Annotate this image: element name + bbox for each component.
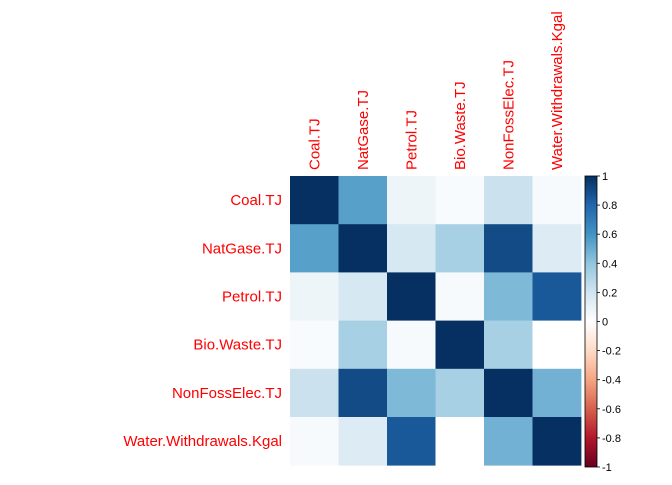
heatmap-cell: [532, 224, 582, 273]
row-label: NatGase.TJ: [202, 240, 282, 257]
column-label: Coal.TJ: [306, 118, 323, 170]
heatmap-cell: [290, 368, 339, 418]
color-scale-tick-label: -1: [602, 462, 612, 474]
color-scale-tick-label: -0.4: [602, 375, 621, 387]
heatmap-cell: [532, 272, 582, 321]
heatmap-cell: [532, 368, 582, 418]
column-label: NatGase.TJ: [355, 90, 372, 170]
row-label: Water.Withdrawals.Kgal: [123, 433, 282, 450]
color-scale-tick-label: -0.2: [602, 346, 621, 358]
heatmap-cell: [290, 417, 339, 466]
color-scale-bar: [584, 175, 598, 468]
heatmap-cell: [387, 272, 436, 321]
heatmap-cell: [435, 368, 485, 418]
heatmap-cell: [387, 320, 436, 370]
heatmap-cell: [387, 368, 436, 418]
column-label: Petrol.TJ: [403, 110, 420, 170]
column-label: NonFossElec.TJ: [500, 60, 517, 170]
heatmap-cell: [435, 320, 485, 370]
heatmap-cell: [338, 417, 388, 466]
heatmap-cell: [435, 272, 485, 321]
row-label: NonFossElec.TJ: [172, 385, 282, 402]
heatmap-cell: [435, 176, 485, 225]
heatmap-cell: [387, 224, 436, 273]
heatmap-cell: [338, 368, 388, 418]
column-label: Water.Withdrawals.Kgal: [549, 11, 566, 170]
heatmap-cell: [290, 224, 339, 273]
heatmap-cell: [338, 320, 388, 370]
heatmap-cell: [484, 176, 533, 225]
heatmap-cell: [484, 417, 533, 466]
heatmap-cell: [532, 176, 582, 225]
heatmap-cell: [338, 176, 388, 225]
heatmap-cell: [484, 320, 533, 370]
heatmap-cell: [532, 320, 582, 370]
row-label: Coal.TJ: [230, 192, 282, 209]
heatmap-cell: [290, 176, 339, 225]
heatmap-cell: [484, 368, 533, 418]
color-scale-tick-label: 0.2: [602, 287, 617, 299]
color-scale-tick-label: 0: [602, 317, 608, 329]
heatmap-cell: [484, 224, 533, 273]
heatmap-cell: [290, 320, 339, 370]
color-scale-tick-label: -0.6: [602, 404, 621, 416]
heatmap-cell: [387, 176, 436, 225]
color-scale-tick-label: 1: [602, 171, 608, 183]
heatmap-cell: [435, 224, 485, 273]
color-scale-tick-label: 0.8: [602, 200, 617, 212]
color-scale-tick-label: 0.4: [602, 258, 617, 270]
heatmap-cell: [338, 272, 388, 321]
row-label: Bio.Waste.TJ: [193, 337, 282, 354]
heatmap-cell: [435, 417, 485, 466]
row-label: Petrol.TJ: [222, 289, 282, 306]
heatmap-cell: [484, 272, 533, 321]
heatmap-cell: [338, 224, 388, 273]
heatmap-cell: [532, 417, 582, 466]
column-label: Bio.Waste.TJ: [452, 81, 469, 170]
heatmap-cell: [290, 272, 339, 321]
color-scale-tick-label: 0.6: [602, 229, 617, 241]
heatmap-cell: [387, 417, 436, 466]
color-scale-tick-label: -0.8: [602, 433, 621, 445]
